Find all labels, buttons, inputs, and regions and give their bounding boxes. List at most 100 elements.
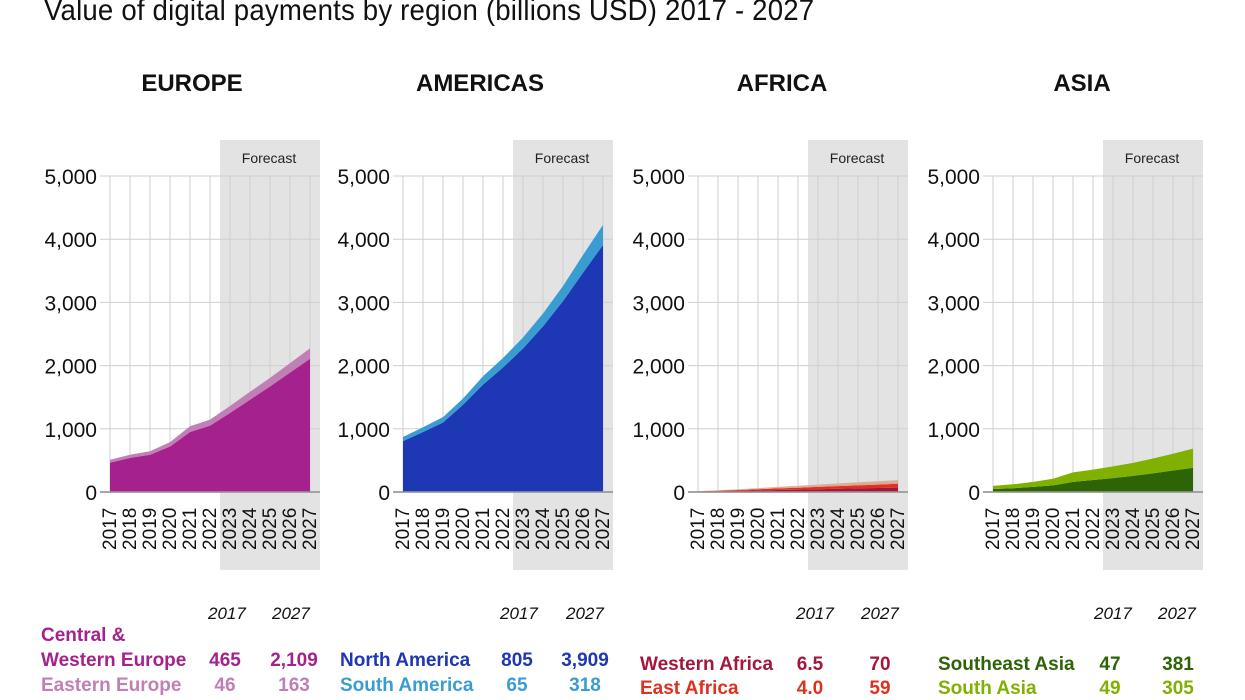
region-title-asia: ASIA	[1053, 70, 1111, 97]
y-tick-label: 5,000	[337, 166, 390, 189]
chart-title: Value of digital payments by region (bil…	[44, 0, 815, 27]
y-tick-label: 1,000	[337, 419, 390, 442]
panel-europe: EUROPE	[0, 0, 294, 700]
x-tick-label: 2018	[120, 508, 141, 550]
x-tick-label: 2027	[300, 508, 321, 550]
panel-americas: AMERICAS	[0, 0, 544, 700]
x-tick-label: 2018	[708, 508, 729, 550]
legend-value-2017: 6.5	[796, 654, 824, 675]
y-tick-label: 3,000	[632, 292, 685, 315]
legend-year-2017: 2017	[208, 604, 246, 623]
legend-value-2017: 4.0	[796, 678, 824, 699]
panel-asia: ASIA	[0, 0, 1110, 700]
legend-value-2027: 381	[1162, 654, 1194, 675]
legend-year-2017: 2017	[1094, 604, 1132, 623]
x-tick-label: 2021	[768, 508, 789, 550]
forecast-label: Forecast	[1125, 150, 1180, 166]
y-tick-label: 2,000	[632, 356, 685, 379]
area-series-south-asia	[993, 448, 1193, 489]
x-tick-label: 2020	[1043, 508, 1064, 550]
x-tick-label: 2017	[100, 508, 121, 550]
region-title-americas: AMERICAS	[415, 70, 544, 97]
legend-year-2027: 2027	[1158, 604, 1196, 623]
region-title-africa: AFRICA	[736, 70, 828, 97]
y-tick-label: 5,000	[927, 166, 980, 189]
x-tick-label: 2025	[1143, 508, 1164, 550]
y-tick-label: 3,000	[927, 292, 980, 315]
legend-value-2027: 318	[569, 675, 601, 696]
area-series-series-3	[698, 480, 898, 492]
x-tick-label: 2026	[1163, 508, 1184, 550]
y-tick-label: 5,000	[44, 166, 97, 189]
area-series-southeast-asia	[993, 467, 1193, 492]
y-tick-label: 4,000	[927, 229, 980, 252]
y-tick-label: 2,000	[337, 356, 390, 379]
x-tick-label: 2020	[160, 508, 181, 550]
x-tick-label: 2027	[593, 508, 614, 550]
legend-year-2017: 2017	[796, 604, 834, 623]
legend-year-2027: 2027	[566, 604, 604, 623]
x-tick-label: 2026	[573, 508, 594, 550]
legend-year-2027: 2027	[272, 604, 310, 623]
area-series-western-africa	[698, 487, 898, 492]
x-tick-label: 2023	[220, 508, 241, 550]
x-tick-label: 2021	[473, 508, 494, 550]
panel-africa: AFRICA	[0, 0, 828, 700]
x-tick-label: 2017	[688, 508, 709, 550]
legend-label: North America	[340, 650, 471, 671]
y-tick-label: 0	[968, 482, 980, 505]
legend-value-2027: 2,109	[270, 650, 318, 671]
x-tick-label: 2022	[493, 508, 514, 550]
forecast-label: Forecast	[242, 150, 297, 166]
legend-value-2017: 47	[1099, 654, 1121, 675]
y-tick-label: 1,000	[44, 419, 97, 442]
y-tick-label: 2,000	[44, 356, 97, 379]
legend-label: South America	[340, 675, 474, 696]
forecast-label: Forecast	[830, 150, 885, 166]
y-tick-label: 4,000	[632, 229, 685, 252]
x-tick-label: 2019	[140, 508, 161, 550]
x-tick-label: 2027	[1183, 508, 1204, 550]
x-tick-label: 2022	[200, 508, 221, 550]
x-tick-label: 2018	[413, 508, 434, 550]
legend-label: Western Africa	[640, 654, 774, 675]
x-tick-label: 2024	[533, 507, 554, 550]
y-tick-label: 4,000	[337, 229, 390, 252]
legend-value-2017: 65	[506, 675, 528, 696]
x-tick-label: 2017	[983, 508, 1004, 550]
x-tick-label: 2018	[1003, 508, 1024, 550]
x-tick-label: 2025	[553, 508, 574, 550]
y-tick-label: 3,000	[44, 292, 97, 315]
legend-label: Eastern Europe	[41, 675, 182, 696]
y-tick-label: 3,000	[337, 292, 390, 315]
x-tick-label: 2023	[513, 508, 534, 550]
x-tick-label: 2025	[848, 508, 869, 550]
x-tick-label: 2024	[1123, 507, 1144, 550]
legend-value-2027: 3,909	[561, 650, 609, 671]
x-tick-label: 2023	[808, 508, 829, 550]
forecast-label: Forecast	[535, 150, 590, 166]
legend-value-2017: 805	[501, 650, 533, 671]
legend-label: South Asia	[938, 678, 1037, 699]
x-tick-label: 2020	[748, 508, 769, 550]
area-series-central-western-europe	[110, 358, 310, 492]
x-tick-label: 2027	[888, 508, 909, 550]
legend-year-2027: 2027	[861, 604, 899, 623]
legend-label-line: Central &	[41, 625, 126, 646]
x-tick-label: 2025	[260, 508, 281, 550]
x-tick-label: 2023	[1103, 508, 1124, 550]
y-tick-label: 1,000	[632, 419, 685, 442]
x-tick-label: 2024	[828, 507, 849, 550]
legend-value-2017: 465	[209, 650, 241, 671]
area-series-series-2	[698, 482, 898, 492]
x-tick-label: 2019	[728, 508, 749, 550]
x-tick-label: 2021	[180, 508, 201, 550]
legend-year-2017: 2017	[500, 604, 538, 623]
x-tick-label: 2019	[433, 508, 454, 550]
x-tick-label: 2020	[453, 508, 474, 550]
y-tick-label: 4,000	[44, 229, 97, 252]
